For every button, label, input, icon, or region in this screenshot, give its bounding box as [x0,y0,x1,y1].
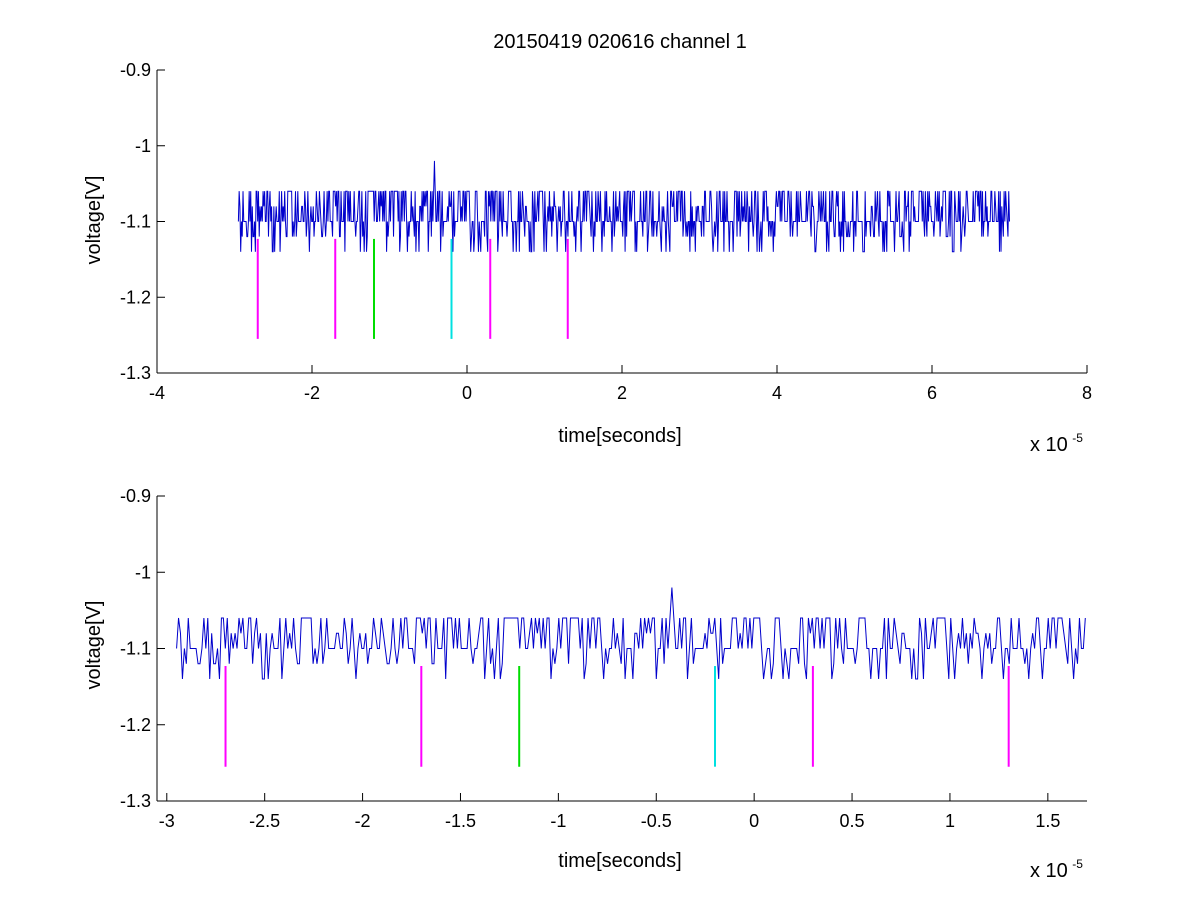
signal-trace [237,160,1010,253]
y-tick-label: -0.9 [120,486,151,506]
x-multiplier-base: x 10 [1030,860,1068,882]
marker-group [224,666,1010,767]
subplot-zoom-range: -3 -2.5 -2 -1.5 -1 -0.5 0 0.5 1 1.5 -0.9 -1 -1.1 -1.2… [83,486,1087,882]
x-tick-label: -0.5 [641,811,672,831]
signal-trace-group [176,587,1086,680]
x-tick-label: 1 [945,811,955,831]
x-multiplier-base: x 10 [1030,434,1068,456]
x-tick-label: 0 [462,383,472,403]
x-tick-label: -2 [355,811,371,831]
marker-group [256,238,569,339]
y-axis-label: voltage[V] [83,601,105,690]
x-tick-label: -2 [304,383,320,403]
y-tick-label: -1.3 [120,363,151,383]
y-tick-label: -1.1 [120,639,151,659]
x-tick-label: 2 [617,383,627,403]
x-tick-label: -1.5 [445,811,476,831]
x-axis-label: time[seconds] [558,425,681,447]
y-tick-label: -1.1 [120,212,151,232]
tick-group: -3 -2.5 -2 -1.5 -1 -0.5 0 0.5 1 1.5 -0.9 -1 -1.1 -1.2… [120,486,1060,831]
x-tick-label: -2.5 [249,811,280,831]
y-tick-label: -0.9 [120,60,151,80]
x-tick-label: 0 [749,811,759,831]
y-tick-label: -1.3 [120,791,151,811]
x-axis-label: time[seconds] [558,850,681,872]
x-tick-label: 4 [772,383,782,403]
x-axis-multiplier: x 10 -5 [1030,431,1083,456]
x-multiplier-exponent: -5 [1072,431,1083,445]
y-tick-label: -1 [135,136,151,156]
signal-trace-group [237,160,1010,253]
x-axis-multiplier: x 10 -5 [1030,857,1083,882]
y-tick-label: -1.2 [120,715,151,735]
subplot-full-range: -4 -2 0 2 4 6 8 -0.9 -1 -1.1 -1.2 -1.3 time[seconds… [83,60,1092,456]
x-tick-label: 1.5 [1035,811,1060,831]
x-tick-label: -3 [159,811,175,831]
x-tick-label: 6 [927,383,937,403]
y-tick-label: -1 [135,562,151,582]
tick-group: -4 -2 0 2 4 6 8 -0.9 -1 -1.1 -1.2 -1.3 [120,60,1092,403]
x-tick-label: -1 [550,811,566,831]
y-axis-label: voltage[V] [83,176,105,265]
signal-trace [176,587,1086,680]
x-tick-label: -4 [149,383,165,403]
y-tick-label: -1.2 [120,287,151,307]
x-tick-label: 8 [1082,383,1092,403]
x-tick-label: 0.5 [840,811,865,831]
figure-title: 20150419 020616 channel 1 [493,31,747,53]
x-multiplier-exponent: -5 [1072,857,1083,871]
